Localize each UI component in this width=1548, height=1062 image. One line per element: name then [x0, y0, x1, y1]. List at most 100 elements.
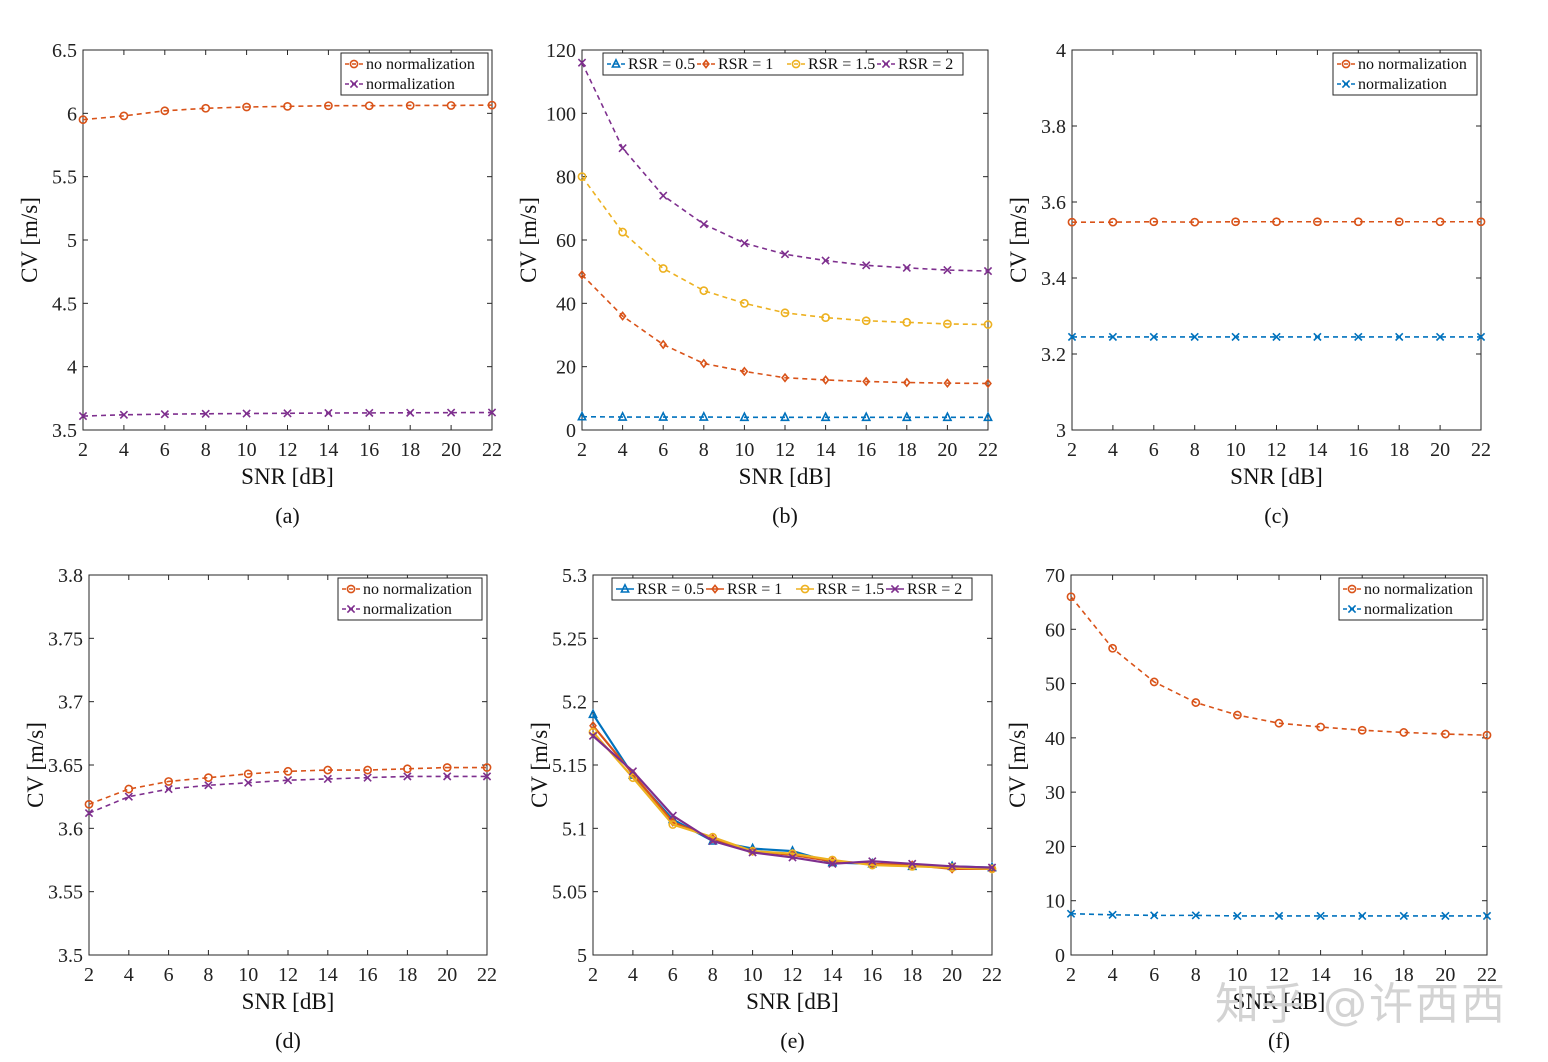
data-point: [242, 409, 251, 418]
x-tick-label: 4: [119, 439, 129, 461]
data-point: [1149, 332, 1158, 342]
y-tick-label: 60: [556, 230, 576, 252]
data-point: [578, 269, 586, 280]
legend-item: RSR = 1: [697, 56, 773, 73]
x-tick-label: 2: [78, 439, 88, 461]
data-point: [283, 776, 293, 785]
x-tick-label: 20: [1435, 964, 1455, 986]
data-point: [204, 781, 213, 790]
x-tick-label: 6: [658, 439, 668, 461]
legend-marker: [349, 59, 359, 69]
data-point: [1272, 332, 1281, 342]
data-point: [1149, 677, 1159, 687]
data-point: [1066, 909, 1076, 918]
data-point: [861, 316, 871, 326]
data-point: [668, 820, 678, 829]
data-point: [589, 720, 597, 731]
legend-marker: [702, 59, 710, 69]
data-point: [323, 101, 333, 111]
legend-marker: [611, 58, 621, 68]
data-point: [780, 308, 790, 318]
data-point: [577, 58, 587, 67]
y-tick-label: 5.05: [552, 882, 587, 904]
x-tick-label: 10: [1227, 964, 1247, 986]
data-point: [119, 111, 129, 121]
data-point: [365, 408, 374, 418]
data-point: [618, 227, 627, 237]
data-point: [588, 708, 598, 719]
data-point: [780, 411, 790, 422]
data-point: [628, 767, 638, 776]
data-point: [402, 764, 412, 774]
data-point: [659, 191, 668, 200]
data-point: [987, 864, 997, 874]
y-tick-label: 20: [556, 357, 576, 379]
series-line: [88, 766, 487, 806]
y-tick-label: 3.6: [58, 818, 83, 840]
plot-frame: [1071, 49, 1482, 431]
legend-marker: [620, 583, 630, 593]
x-tick-label: 12: [278, 964, 298, 986]
x-tick-label: 8: [201, 439, 211, 461]
x-tick-label: 2: [1067, 439, 1077, 461]
legend-item: normalization: [345, 76, 455, 93]
x-tick-label: 4: [618, 439, 628, 461]
data-point: [446, 101, 456, 110]
data-point: [1233, 911, 1242, 921]
x-tick-label: 8: [1190, 439, 1200, 461]
data-point: [668, 811, 677, 820]
data-point: [942, 411, 953, 422]
data-point: [203, 773, 213, 783]
data-point: [84, 799, 94, 809]
data-point: [1108, 910, 1117, 919]
legend: no normalization normalization: [1338, 577, 1484, 621]
legend-label: normalization: [366, 76, 455, 93]
data-point: [78, 411, 88, 421]
y-tick-label: 80: [556, 167, 576, 189]
data-point: [820, 411, 831, 422]
x-tick-label: 22: [482, 439, 502, 461]
data-point: [403, 772, 412, 781]
chart-panel-f: 2 4 6 8 10 12 14 16 18 20 22 0 10 20 30 40 50 60 70 SNR [dB…: [1005, 565, 1497, 1053]
y-tick-label: 6: [67, 103, 77, 125]
y-tick-label: 5.15: [552, 755, 587, 777]
data-point: [78, 115, 88, 125]
data-point: [659, 339, 668, 350]
panel-caption: (f): [1268, 1028, 1290, 1053]
chart-panel-a: 2 4 6 8 10 12 14 16 18 20 22 3.5 4 4.5 5 5.5 6 6.5 SNR [dB…: [17, 40, 502, 528]
x-tick-label: 14: [318, 964, 338, 986]
legend-label: no normalization: [366, 56, 475, 73]
legend-marker: [791, 59, 801, 69]
x-tick-label: 4: [1108, 439, 1118, 461]
series-normalization: [84, 772, 492, 818]
data-point: [84, 808, 94, 818]
y-tick-label: 120: [546, 40, 576, 62]
data-point: [1482, 911, 1492, 921]
legend-item: RSR = 1.5: [787, 56, 875, 73]
series-line: [581, 415, 988, 419]
y-axis-label: CV [m/s]: [23, 722, 48, 808]
data-point: [1272, 217, 1281, 227]
series-line: [592, 731, 993, 870]
data-point: [983, 266, 993, 276]
legend-label: RSR = 1.5: [817, 581, 884, 598]
data-point: [201, 409, 210, 418]
legend-item: RSR = 2: [877, 56, 953, 73]
data-point: [323, 765, 333, 775]
legend-box: [611, 577, 973, 601]
data-point: [1191, 911, 1200, 920]
data-point: [861, 411, 872, 422]
series-no-normalization: [78, 100, 497, 125]
data-point: [1435, 332, 1445, 342]
plot-frame: [88, 574, 488, 956]
x-tick-label: 22: [978, 439, 998, 461]
x-tick-label: 6: [668, 964, 678, 986]
x-tick-label: 12: [783, 964, 803, 986]
y-tick-label: 20: [1045, 836, 1065, 858]
x-tick-label: 16: [862, 964, 882, 986]
data-point: [1190, 332, 1199, 342]
legend-label: RSR = 1: [718, 56, 773, 73]
x-tick-label: 8: [699, 439, 709, 461]
legend-marker: [711, 584, 719, 594]
y-axis-label: CV [m/s]: [527, 722, 552, 808]
